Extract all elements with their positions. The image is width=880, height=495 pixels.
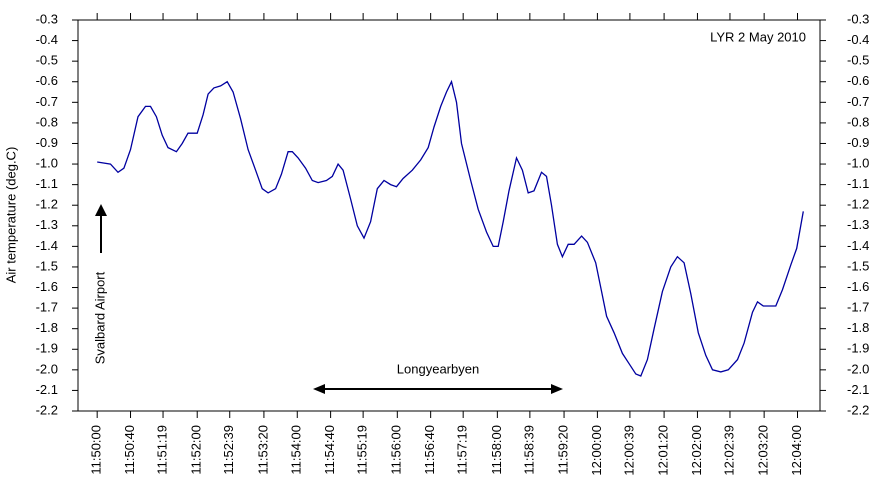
x-tick-label: 11:52:00 (189, 425, 204, 475)
y-tick-label: -0.7 (36, 94, 58, 109)
y-tick-label: -1.5 (847, 258, 869, 273)
y-tick-label: -0.9 (36, 135, 58, 150)
x-tick-label: 11:54:40 (322, 425, 337, 475)
x-tick-label: 11:53:20 (255, 425, 270, 475)
x-tick-label: 11:50:40 (122, 425, 137, 475)
y-tick-label: -1.9 (36, 341, 58, 356)
y-tick-label: -0.6 (36, 73, 58, 88)
y-tick-label: -0.3 (36, 11, 58, 26)
y-tick-label: -1.3 (847, 217, 869, 232)
y-tick-label: -0.5 (36, 53, 58, 68)
y-tick-label: -2.0 (847, 361, 869, 376)
y-axis-label: Air temperature (deg.C) (3, 147, 18, 284)
y-tick-label: -0.5 (847, 53, 869, 68)
x-tick-label: 12:00:00 (589, 425, 604, 476)
annotation: Longyearbyen (397, 361, 479, 376)
x-tick-label: 11:56:00 (389, 425, 404, 475)
y-tick-label: -1.5 (36, 258, 58, 273)
y-tick-label: -1.1 (36, 176, 58, 191)
y-tick-label: -1.3 (36, 217, 58, 232)
y-tick-label: -1.7 (847, 300, 869, 315)
chart-title: LYR 2 May 2010 (710, 29, 806, 44)
y-tick-label: -0.4 (36, 32, 58, 47)
y-tick-label: -1.4 (847, 238, 869, 253)
x-tick-label: 11:51:19 (154, 425, 169, 475)
y-tick-label: -1.0 (36, 155, 58, 170)
x-tick-label: 11:54:00 (289, 425, 304, 475)
y-tick-label: -2.1 (847, 382, 869, 397)
x-tick-label: 12:02:39 (721, 425, 736, 476)
y-tick-label: -1.0 (847, 155, 869, 170)
y-tick-label: -0.9 (847, 135, 869, 150)
plot-frame (77, 19, 821, 412)
y-tick-label: -1.7 (36, 300, 58, 315)
x-tick-label: 11:58:00 (489, 425, 504, 475)
x-tick-label: 12:01:20 (656, 425, 671, 476)
y-tick-label: -0.8 (847, 114, 869, 129)
y-tick-label: -1.2 (36, 197, 58, 212)
x-tick-label: 12:02:00 (689, 425, 704, 476)
y-tick-label: -1.9 (847, 341, 869, 356)
y-tick-label: -2.2 (36, 402, 58, 417)
y-tick-label: -0.8 (36, 114, 58, 129)
y-tick-label: -0.3 (847, 11, 869, 26)
y-tick-label: -2.1 (36, 382, 58, 397)
y-tick-label: -0.7 (847, 94, 869, 109)
arrow (95, 204, 107, 253)
y-tick-label: -2.2 (847, 402, 869, 417)
y-tick-label: -1.8 (36, 320, 58, 335)
y-tick-label: -1.2 (847, 197, 869, 212)
x-tick-label: 12:00:39 (621, 425, 636, 476)
y-tick-label: -1.6 (36, 279, 58, 294)
x-tick-label: 12:03:20 (756, 425, 771, 476)
y-tick-label: -1.1 (847, 176, 869, 191)
x-tick-label: 11:55:19 (355, 425, 370, 475)
y-tick-label: -2.0 (36, 361, 58, 376)
x-tick-label: 11:50:00 (89, 425, 104, 475)
double-arrow (313, 384, 563, 394)
y-tick-label: -0.6 (847, 73, 869, 88)
x-tick-label: 11:52:39 (221, 425, 236, 475)
y-tick-label: -1.4 (36, 238, 58, 253)
x-tick-label: 12:04:00 (789, 425, 804, 476)
x-tick-label: 11:56:40 (422, 425, 437, 475)
x-tick-label: 11:58:39 (521, 425, 536, 475)
annotation: Svalbard Airport (92, 271, 107, 364)
data-line (97, 79, 804, 377)
x-tick-label: 11:57:19 (455, 425, 470, 475)
y-tick-label: -1.6 (847, 279, 869, 294)
y-tick-label: -0.4 (847, 32, 869, 47)
y-tick-label: -1.8 (847, 320, 869, 335)
x-tick-label: 11:59:20 (555, 425, 570, 475)
